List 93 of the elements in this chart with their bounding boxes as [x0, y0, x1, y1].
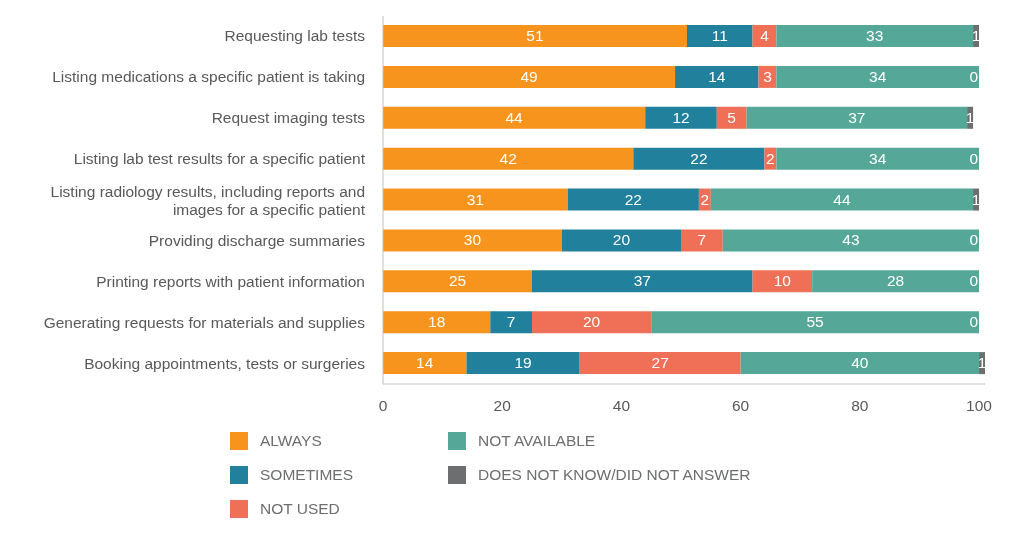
bar — [812, 270, 980, 293]
legend-label: SOMETIMES — [260, 466, 354, 484]
bar — [383, 147, 634, 170]
data-label: 0 — [969, 231, 979, 249]
bar — [651, 311, 980, 334]
data-label: 4 — [760, 27, 770, 44]
data-label: 33 — [866, 27, 884, 44]
data-label: 5 — [727, 108, 736, 126]
data-label: 22 — [690, 149, 708, 167]
data-label: 44 — [505, 108, 524, 126]
data-label: 20 — [612, 231, 631, 249]
x-tick-label: 60 — [732, 397, 750, 415]
data-label: 18 — [428, 313, 446, 331]
bar — [383, 352, 467, 375]
bar — [746, 106, 968, 129]
y-tick-label: Booking appointments, tests or surgeries — [84, 354, 366, 372]
legend-label: ALWAYS — [260, 432, 322, 450]
bar — [675, 65, 759, 88]
data-label: 19 — [514, 354, 532, 372]
data-label: 42 — [499, 149, 517, 167]
bar — [532, 311, 652, 334]
x-tick-label: 100 — [966, 397, 993, 415]
data-label: 3 — [763, 67, 772, 85]
data-label: 31 — [466, 190, 485, 208]
bar — [383, 188, 568, 211]
data-label: 14 — [416, 354, 434, 372]
x-tick-label: 40 — [612, 397, 631, 415]
data-label: 0 — [969, 272, 979, 290]
bar — [567, 188, 699, 211]
data-label: 43 — [842, 231, 860, 249]
bar — [383, 25, 687, 47]
bar — [752, 270, 813, 293]
data-label: 51 — [526, 27, 544, 44]
bar — [776, 65, 980, 88]
bar — [383, 311, 491, 334]
y-tick-label: Listing lab test results for a specific patient — [73, 150, 366, 168]
y-tick-label: Listing radiology results, including reports and images for a specific patient — [50, 183, 366, 218]
data-label: 0 — [969, 149, 979, 167]
bar — [466, 352, 580, 375]
data-label: 10 — [773, 272, 792, 290]
bar — [490, 311, 533, 334]
legend-label: NOT USED — [260, 500, 340, 518]
data-label: 7 — [697, 231, 707, 249]
y-tick-label: Requesting lab tests — [224, 27, 366, 45]
legend-label: DOES NOT KNOW/DID NOT ANSWER — [478, 466, 751, 484]
y-tick-label: Generating requests for materials and supplies — [43, 313, 366, 331]
data-label: 22 — [624, 190, 642, 208]
bar — [710, 188, 974, 211]
y-tick-label: Listing medications a specific patient is taking — [52, 68, 365, 86]
bar — [633, 147, 765, 170]
bar — [383, 229, 562, 252]
data-label: 7 — [506, 313, 516, 331]
data-label: 25 — [448, 272, 467, 290]
data-label: 2 — [766, 149, 775, 167]
data-label: 0 — [969, 67, 979, 85]
legend-label: NOT AVAILABLE — [478, 432, 596, 450]
y-tick-label: Printing reports with patient information — [96, 272, 365, 290]
data-label: 34 — [869, 67, 887, 85]
bar — [383, 270, 533, 293]
data-label: 30 — [463, 231, 482, 249]
bar — [383, 106, 646, 129]
y-tick-label: Providing discharge summaries — [148, 231, 366, 249]
x-tick-label: 80 — [851, 397, 869, 415]
data-label: 44 — [833, 190, 851, 208]
bar — [776, 25, 974, 47]
bar — [645, 106, 717, 129]
y-tick-label: Request imaging tests — [211, 109, 366, 127]
data-label: 27 — [651, 354, 669, 372]
data-label: 0 — [969, 313, 979, 331]
data-label: 55 — [806, 313, 824, 331]
data-label: 49 — [520, 67, 538, 85]
bar — [686, 25, 753, 47]
bar — [561, 229, 682, 252]
bar — [722, 229, 980, 252]
data-label: 34 — [869, 149, 887, 167]
data-label: 40 — [851, 354, 869, 372]
data-label: 14 — [708, 67, 726, 85]
bar — [740, 352, 980, 375]
x-tick-label: 20 — [493, 397, 512, 415]
data-label: 28 — [886, 272, 905, 290]
bar — [681, 229, 723, 252]
x-tick-label: 0 — [378, 397, 388, 415]
bar — [579, 352, 741, 375]
bar — [532, 270, 753, 293]
bar — [716, 106, 747, 129]
bar — [776, 147, 980, 170]
data-label: 2 — [700, 190, 710, 208]
data-label: 11 — [711, 27, 728, 44]
data-label: 37 — [848, 108, 866, 126]
data-label: 37 — [633, 272, 651, 290]
data-label: 20 — [582, 313, 601, 331]
data-label: 12 — [672, 108, 690, 126]
bar — [383, 65, 676, 88]
